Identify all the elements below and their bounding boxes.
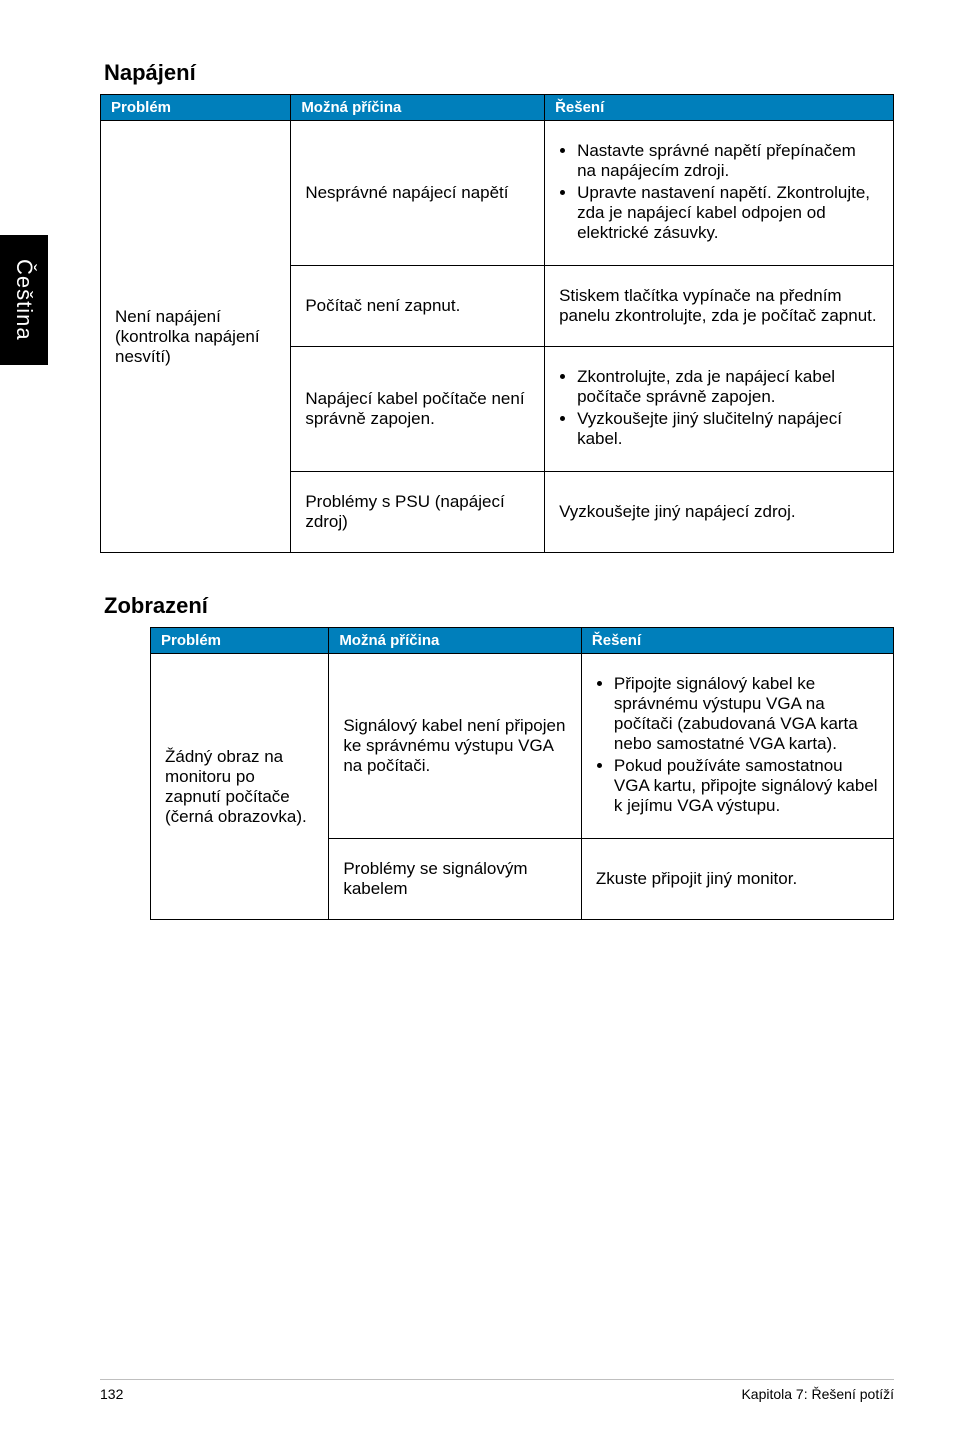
- cell-cause: Napájecí kabel počítače není správně zap…: [291, 347, 545, 472]
- chapter-label: Kapitola 7: Řešení potíží: [741, 1386, 894, 1402]
- cell-solution: Připojte signálový kabel ke správnému vý…: [581, 654, 893, 839]
- table-power: Problém Možná příčina Řešení Není napáje…: [100, 94, 894, 553]
- cell-cause: Signálový kabel není připojen ke správné…: [329, 654, 582, 839]
- th-cause: Možná příčina: [329, 628, 582, 654]
- cell-cause: Problémy s PSU (napájecí zdroj): [291, 472, 545, 553]
- table-display: Problém Možná příčina Řešení Žádný obraz…: [150, 627, 894, 920]
- cell-cause: Problémy se signálovým kabelem: [329, 839, 582, 920]
- section-title-power: Napájení: [104, 60, 894, 86]
- cell-solution: Nastavte správné napětí přepínačem na na…: [545, 121, 894, 266]
- th-solution: Řešení: [545, 95, 894, 121]
- solution-item: Vyzkoušejte jiný slučitelný napájecí kab…: [577, 409, 879, 449]
- page-number: 132: [100, 1386, 123, 1402]
- cell-solution: Stiskem tlačítka vypínače na předním pan…: [545, 266, 894, 347]
- cell-problem: Není napájení (kontrolka napájení nesvít…: [101, 121, 291, 553]
- table-header-row: Problém Možná příčina Řešení: [151, 628, 894, 654]
- page-footer: 132 Kapitola 7: Řešení potíží: [100, 1379, 894, 1402]
- cell-problem: Žádný obraz na monitoru po zapnutí počít…: [151, 654, 329, 920]
- cell-cause: Počítač není zapnut.: [291, 266, 545, 347]
- language-tab-label: Čeština: [11, 259, 37, 341]
- table-row: Žádný obraz na monitoru po zapnutí počít…: [151, 654, 894, 839]
- cell-solution: Zkontrolujte, zda je napájecí kabel počí…: [545, 347, 894, 472]
- language-tab: Čeština: [0, 235, 48, 365]
- solution-item: Upravte nastavení napětí. Zkontrolujte, …: [577, 183, 879, 243]
- th-cause: Možná příčina: [291, 95, 545, 121]
- cell-solution: Vyzkoušejte jiný napájecí zdroj.: [545, 472, 894, 553]
- th-solution: Řešení: [581, 628, 893, 654]
- th-problem: Problém: [101, 95, 291, 121]
- solution-item: Zkontrolujte, zda je napájecí kabel počí…: [577, 367, 879, 407]
- solution-item: Připojte signálový kabel ke správnému vý…: [614, 674, 879, 754]
- table-header-row: Problém Možná příčina Řešení: [101, 95, 894, 121]
- solution-item: Nastavte správné napětí přepínačem na na…: [577, 141, 879, 181]
- table-row: Není napájení (kontrolka napájení nesvít…: [101, 121, 894, 266]
- section-title-display: Zobrazení: [104, 593, 894, 619]
- solution-item: Pokud používáte samostatnou VGA kartu, p…: [614, 756, 879, 816]
- cell-cause: Nesprávné napájecí napětí: [291, 121, 545, 266]
- cell-solution: Zkuste připojit jiný monitor.: [581, 839, 893, 920]
- th-problem: Problém: [151, 628, 329, 654]
